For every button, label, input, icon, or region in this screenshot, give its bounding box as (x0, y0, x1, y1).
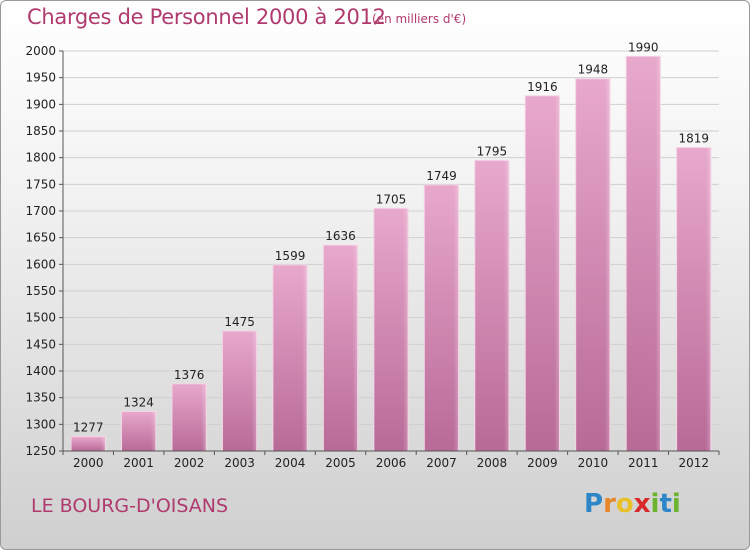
value-label: 1749 (426, 169, 457, 183)
value-label: 1636 (325, 229, 356, 243)
value-label: 1324 (123, 396, 154, 410)
logo-letter: t (659, 489, 672, 519)
bar-highlight (525, 95, 560, 452)
y-tick-label: 1900 (25, 97, 56, 111)
logo-letter: P (584, 489, 604, 519)
value-label: 1705 (376, 192, 407, 206)
value-label: 1990 (628, 40, 659, 54)
y-tick-label: 1250 (25, 444, 56, 458)
x-tick-label: 2006 (376, 456, 407, 470)
bar-highlight (71, 436, 106, 451)
value-label: 1376 (174, 368, 205, 382)
y-tick-label: 1650 (25, 231, 56, 245)
y-tick-label: 1350 (25, 391, 56, 405)
commune-name: LE BOURG-D'OISANS (31, 495, 229, 517)
value-label: 1948 (578, 63, 609, 77)
value-label: 1599 (275, 249, 306, 263)
bar-highlight (373, 208, 409, 451)
x-tick-label: 2002 (174, 456, 205, 470)
y-tick-label: 2000 (25, 44, 56, 58)
bar-highlight (222, 331, 257, 451)
value-label: 1819 (678, 132, 709, 146)
value-label: 1277 (73, 421, 104, 435)
x-tick-label: 2009 (527, 456, 558, 470)
logo-letter: o (615, 489, 634, 519)
value-label: 1795 (477, 144, 508, 158)
value-label: 1916 (527, 80, 558, 94)
x-tick-label: 2004 (275, 456, 306, 470)
bar-highlight (424, 184, 459, 451)
y-tick-label: 1500 (25, 311, 56, 325)
y-tick-label: 1600 (25, 257, 56, 271)
y-tick-label: 1950 (25, 71, 56, 85)
x-tick-label: 2005 (325, 456, 356, 470)
y-tick-label: 1700 (25, 204, 56, 218)
bar-highlight (575, 78, 611, 451)
logo-letter: x (633, 489, 651, 519)
x-tick-label: 2003 (224, 456, 255, 470)
x-tick-label: 2008 (477, 456, 508, 470)
bar-highlight (272, 264, 308, 451)
y-tick-label: 1550 (25, 284, 56, 298)
y-tick-label: 1850 (25, 124, 56, 138)
y-tick-label: 1750 (25, 177, 56, 191)
y-tick-label: 1800 (25, 151, 56, 165)
y-tick-label: 1450 (25, 337, 56, 351)
x-tick-label: 2010 (578, 456, 609, 470)
y-tick-label: 1300 (25, 417, 56, 431)
logo-letter: i (671, 489, 681, 519)
bar-highlight (121, 411, 156, 451)
x-tick-label: 2000 (73, 456, 104, 470)
x-tick-label: 2007 (426, 456, 457, 470)
x-tick-label: 2001 (123, 456, 154, 470)
value-label: 1475 (224, 315, 255, 329)
proxiti-logo: Proxiti (584, 489, 681, 519)
logo-letter: i (650, 489, 660, 519)
bar-highlight (626, 56, 661, 451)
bar-highlight (323, 245, 358, 451)
bar-highlight (171, 383, 207, 451)
bar-highlight (474, 160, 510, 452)
logo-letter: r (603, 489, 616, 519)
y-tick-label: 1400 (25, 364, 56, 378)
chart-subtitle: (en milliers d'€) (372, 12, 467, 26)
bar-highlight (676, 147, 711, 452)
x-tick-label: 2012 (678, 456, 709, 470)
chart-title: Charges de Personnel 2000 à 2012 (27, 5, 386, 29)
x-tick-label: 2011 (628, 456, 659, 470)
